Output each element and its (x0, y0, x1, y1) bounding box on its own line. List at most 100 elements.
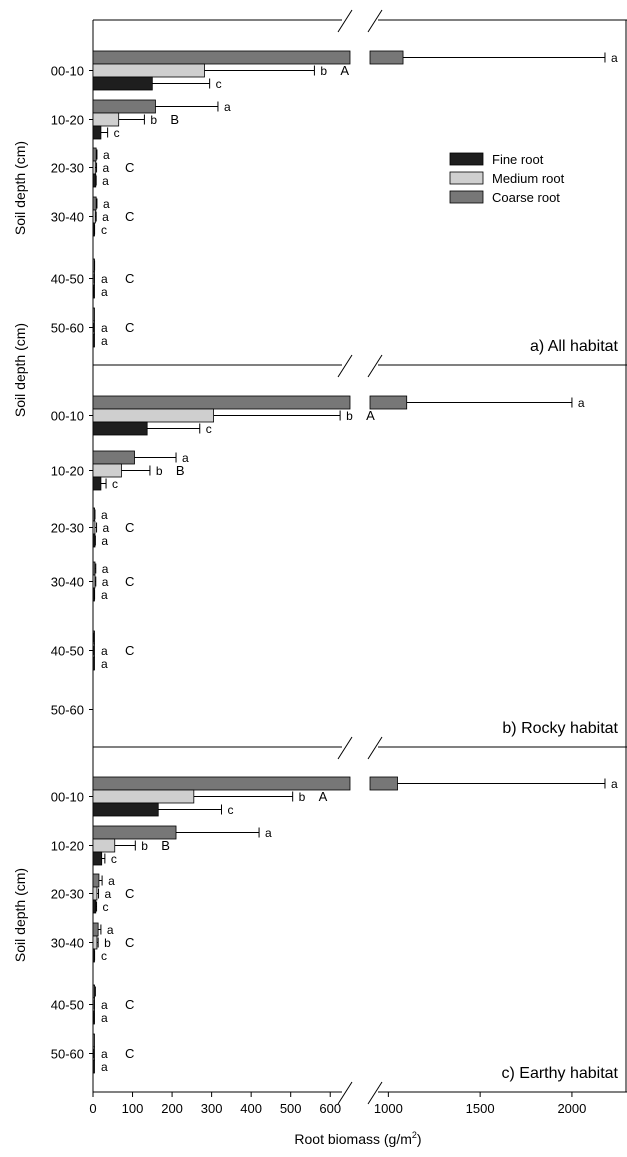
depth-group-letter: A (340, 63, 349, 78)
significance-letter: a (578, 396, 585, 410)
significance-letter: c (101, 949, 107, 963)
significance-letter: a (611, 51, 618, 65)
bar-fine-root (92, 802, 159, 817)
significance-letter: a (103, 161, 110, 175)
axis-break-mark (367, 354, 383, 378)
x-axis-label: Root biomass (g/m2) (294, 1130, 421, 1147)
axis-break-mark (367, 736, 383, 760)
significance-letter: a (102, 562, 109, 576)
significance-letter: a (101, 321, 108, 335)
significance-letter: a (101, 508, 108, 522)
bar-medium-root (92, 520, 96, 535)
bar-coarse-root (92, 50, 351, 65)
depth-row-50-60: 50-60 (51, 703, 93, 718)
depth-group-letter: C (125, 520, 134, 535)
legend-swatch (449, 190, 484, 204)
x-tick-label: 200 (161, 1101, 183, 1116)
y-tick-label: 30-40 (51, 210, 84, 225)
axis-break-mark (367, 9, 383, 33)
bar-medium-root (92, 463, 122, 478)
bar-medium-root (92, 209, 96, 224)
x-tick-label: 300 (201, 1101, 223, 1116)
bar-medium-root (92, 408, 214, 423)
y-tick-label: 20-30 (51, 887, 84, 902)
depth-group-letter: C (125, 997, 134, 1012)
significance-letter: a (101, 534, 108, 548)
significance-letter: b (104, 936, 111, 950)
bar-fine-root (92, 125, 102, 140)
depth-row-00-10: 00-10 a b c A (51, 776, 618, 817)
significance-letter: b (299, 790, 306, 804)
y-tick-label: 00-10 (51, 790, 84, 805)
depth-row-40-50: 40-50 aa C (51, 984, 134, 1025)
significance-letter: a (101, 998, 108, 1012)
significance-letter: a (103, 521, 110, 535)
bar-coarse-root (92, 1033, 95, 1048)
legend-label: Medium root (492, 171, 565, 186)
legend: Fine root Medium root Coarse root (449, 152, 565, 205)
panel-c: c) Earthy habitat00-10abcA10-20abcB20-30… (51, 736, 627, 1092)
significance-letter: a (102, 575, 109, 589)
depth-group-letter: C (125, 886, 134, 901)
bar-medium-root (92, 574, 96, 589)
significance-letter: a (102, 174, 109, 188)
x-tick-label: 1500 (466, 1101, 495, 1116)
y-tick-label: 50-60 (51, 703, 84, 718)
significance-letter: a (182, 451, 189, 465)
bar-fine-root (92, 333, 95, 348)
depth-group-letter: B (161, 838, 170, 853)
y-tick-label: 00-10 (51, 409, 84, 424)
bar-fine-root (92, 173, 97, 188)
y-tick-label: 10-20 (51, 464, 84, 479)
bar-fine-root (92, 851, 103, 866)
bar-coarse-root-continued (369, 50, 404, 65)
axis-break-mark (337, 9, 353, 33)
panel-title: b) Rocky habitat (502, 720, 618, 737)
bar-fine-root (92, 533, 96, 548)
depth-group-letter: A (319, 789, 328, 804)
bar-coarse-root-continued (369, 776, 398, 791)
significance-letter: c (103, 900, 109, 914)
depth-row-20-30: 20-30 aac C (51, 873, 134, 914)
significance-letter: b (156, 464, 163, 478)
significance-letter: c (112, 477, 118, 491)
bar-medium-root (92, 160, 96, 175)
depth-row-00-10: 00-10 a b c A (51, 50, 618, 91)
significance-letter: c (216, 77, 222, 91)
y-tick-label: 40-50 (51, 644, 84, 659)
axis-break-mark (337, 1081, 353, 1105)
y-axis-label: Soil depth (cm) (12, 323, 28, 417)
significance-letter: b (320, 64, 327, 78)
bar-coarse-root (92, 196, 97, 211)
depth-row-30-40: 30-40 aaa C (51, 561, 134, 602)
significance-letter: a (265, 826, 272, 840)
depth-row-40-50: 40-50 aa C (51, 630, 134, 671)
significance-letter: c (206, 422, 212, 436)
significance-letter: c (101, 223, 107, 237)
axis-break-mark (337, 354, 353, 378)
y-axis-label-panel-a: Soil depth (cm) (12, 141, 28, 235)
y-tick-label: 10-20 (51, 113, 84, 128)
depth-group-letter: C (125, 643, 134, 658)
y-tick-label: 30-40 (51, 936, 84, 951)
y-tick-label: 40-50 (51, 998, 84, 1013)
depth-group-letter: C (125, 209, 134, 224)
depth-row-50-60: 50-60 aa C (51, 307, 134, 348)
panel-a: a) All habitat00-10abcA10-20abcB20-30aaa… (51, 9, 627, 365)
depth-row-30-40: 30-40 aac C (51, 196, 134, 237)
y-axis-label-panel-c: Soil depth (cm) (12, 868, 28, 962)
significance-letter: a (611, 777, 618, 791)
significance-letter: a (101, 644, 108, 658)
x-tick-label: 100 (122, 1101, 144, 1116)
significance-letter: a (101, 285, 108, 299)
significance-letter: a (101, 272, 108, 286)
panel-title: c) Earthy habitat (502, 1065, 619, 1082)
y-tick-label: 30-40 (51, 575, 84, 590)
bar-fine-root (92, 899, 97, 914)
y-tick-label: 50-60 (51, 321, 84, 336)
bar-medium-root (92, 886, 98, 901)
depth-row-10-20: 10-20 a b c B (51, 99, 231, 140)
bar-fine-root (92, 476, 102, 491)
depth-row-50-60: 50-60 aa C (51, 1033, 134, 1074)
legend-swatch (449, 171, 484, 185)
